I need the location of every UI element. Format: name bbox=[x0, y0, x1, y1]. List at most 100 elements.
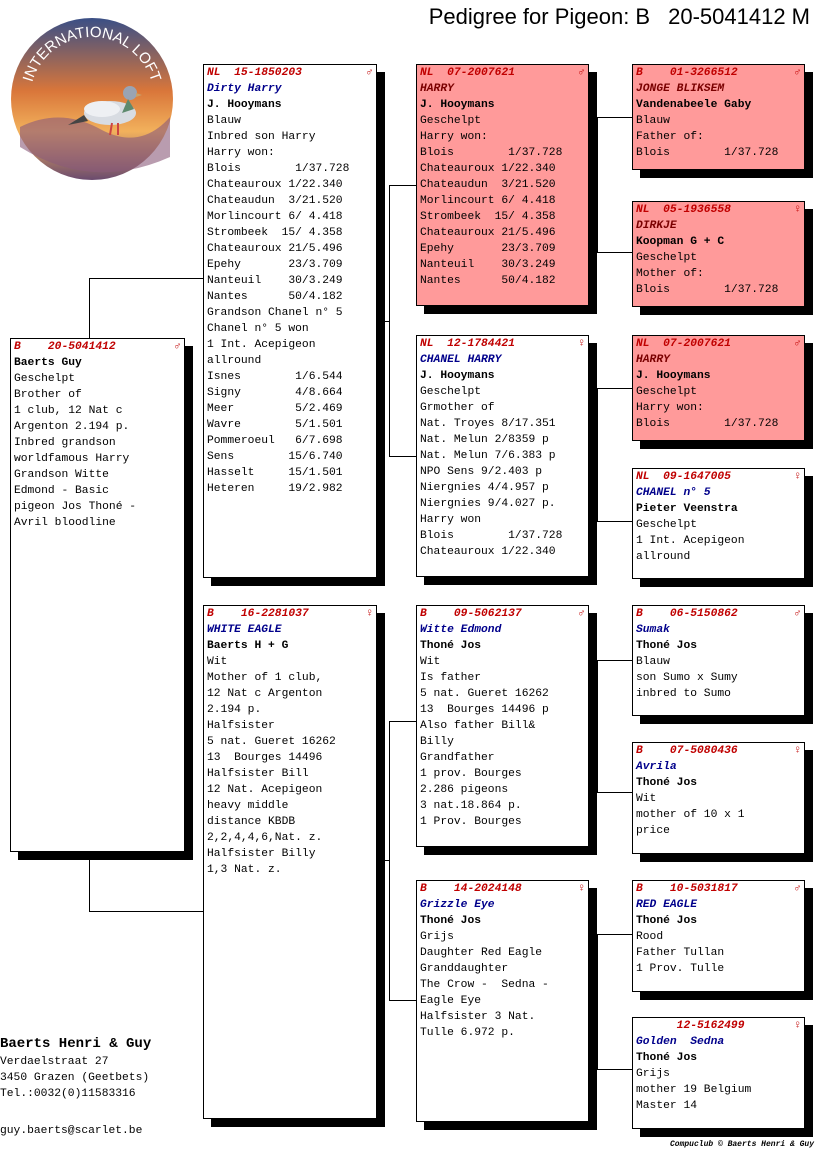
info-line: Blois 1/37.728 bbox=[636, 147, 779, 159]
info-line: Nantes 50/4.182 bbox=[207, 291, 343, 303]
info-line: 12 Nat. Acepigeon bbox=[207, 784, 323, 796]
info-line: Brother of bbox=[14, 389, 82, 401]
info-line: 1,3 Nat. z. bbox=[207, 864, 282, 876]
owner-name: Thoné Jos bbox=[420, 915, 482, 927]
connector-sire-mid bbox=[376, 321, 390, 322]
info-line: Halfsister 3 Nat. bbox=[420, 1011, 536, 1023]
male-icon: ♂ bbox=[794, 338, 801, 350]
info-line: allround bbox=[636, 551, 691, 563]
info-line: Grandson Witte bbox=[14, 469, 109, 481]
info-line: pigeon Jos Thoné - bbox=[14, 501, 137, 513]
info-line: Grmother of bbox=[420, 402, 495, 414]
pigeon-card-ddd[interactable]: 12-5162499 ♀ Golden Sedna Thoné Jos Grijs mot… bbox=[632, 1017, 805, 1129]
info-line: Argenton 2.194 p. bbox=[14, 421, 130, 433]
owner-name: J. Hooymans bbox=[420, 370, 495, 382]
pigeon-name: Dirty Harry bbox=[207, 83, 282, 95]
info-line: 1 prov. Bourges bbox=[420, 768, 522, 780]
info-line: Chateaudun 3/21.520 bbox=[207, 195, 343, 207]
info-line: Geschelpt bbox=[420, 386, 482, 398]
owner-name: Pieter Veenstra bbox=[636, 503, 738, 515]
info-line: Morlincourt 6/ 4.418 bbox=[420, 195, 556, 207]
owner-name: Thoné Jos bbox=[636, 1052, 698, 1064]
info-line: Geschelpt bbox=[420, 115, 482, 127]
info-line: Grijs bbox=[636, 1068, 670, 1080]
info-line: Harry won: bbox=[207, 147, 275, 159]
pigeon-card-ds[interactable]: B 09-5062137 ♂ Witte Edmond Thoné Jos Wit Is … bbox=[416, 605, 589, 847]
info-line: Harry won: bbox=[420, 131, 488, 143]
info-line: Nanteuil 30/3.249 bbox=[207, 275, 343, 287]
pigeon-name: Avrila bbox=[636, 761, 677, 773]
info-line: Billy bbox=[420, 736, 454, 748]
owner-name: Koopman G + C bbox=[636, 236, 725, 248]
info-line: Harry won bbox=[420, 514, 482, 526]
pigeon-card-dsd[interactable]: B 07-5080436 ♀ Avrila Thoné Jos Wit mother of… bbox=[632, 742, 805, 854]
male-icon: ♂ bbox=[578, 608, 585, 620]
title-label: Pedigree for Pigeon: B bbox=[428, 4, 651, 29]
info-line: Morlincourt 6/ 4.418 bbox=[207, 211, 343, 223]
info-line: Wavre 5/1.501 bbox=[207, 419, 343, 431]
connector-ss bbox=[597, 117, 633, 253]
pigeon-card-sire[interactable]: NL 15-1850203 ♂ Dirty Harry J. Hooymans Blau… bbox=[203, 64, 377, 578]
info-line: Geschelpt bbox=[14, 373, 76, 385]
ring-number: NL 09-1647005 bbox=[636, 471, 731, 483]
info-line: Grandfather bbox=[420, 752, 495, 764]
pigeon-name: CHANEL HARRY bbox=[420, 354, 502, 366]
pigeon-card-sdd[interactable]: NL 09-1647005 ♀ CHANEL n° 5 Pieter Veenstra… bbox=[632, 468, 805, 579]
pigeon-card-sss[interactable]: B 01-3266512 ♂ JONGE BLIKSEM Vandenabeele G… bbox=[632, 64, 805, 170]
ring-number: NL 15-1850203 bbox=[207, 67, 302, 79]
pigeon-card-ss[interactable]: NL 07-2007621 ♂ HARRY J. Hooymans Geschelpt H… bbox=[416, 64, 589, 306]
pigeon-card-dam[interactable]: B 16-2281037 ♀ WHITE EAGLE Baerts H + G Wit M… bbox=[203, 605, 377, 1119]
info-line: 1 Prov. Tulle bbox=[636, 963, 725, 975]
male-icon: ♂ bbox=[794, 883, 801, 895]
connector-sd-mid bbox=[588, 455, 598, 456]
info-line: Grandson Chanel n° 5 bbox=[207, 307, 343, 319]
info-line: heavy middle bbox=[207, 800, 289, 812]
pigeon-name: WHITE EAGLE bbox=[207, 624, 282, 636]
female-icon: ♀ bbox=[794, 1020, 801, 1032]
info-line: NPO Sens 9/2.403 p bbox=[420, 466, 543, 478]
info-line: Blauw bbox=[207, 115, 241, 127]
connector-dd bbox=[597, 934, 633, 1070]
info-line: Blois 1/37.728 bbox=[420, 530, 563, 542]
info-line: Chateauroux 21/5.496 bbox=[207, 243, 343, 255]
connector-ds bbox=[597, 660, 633, 793]
info-line: Nantes 50/4.182 bbox=[420, 275, 556, 287]
pigeon-card-sd[interactable]: NL 12-1784421 ♀ CHANEL HARRY J. Hooymans Ges… bbox=[416, 335, 589, 577]
pigeon-name: HARRY bbox=[636, 354, 670, 366]
ring-number: 12-5162499 bbox=[636, 1020, 745, 1032]
info-line: Halfsister bbox=[207, 720, 275, 732]
connector-dam-mid bbox=[376, 860, 390, 861]
breeder-email[interactable]: guy.baerts@scarlet.be bbox=[0, 1125, 143, 1137]
ring-header: B 16-2281037 ♀ bbox=[207, 606, 373, 622]
pigeon-card-dd[interactable]: B 14-2024148 ♀ Grizzle Eye Thoné Jos Grijs Da… bbox=[416, 880, 589, 1122]
pigeon-name: Sumak bbox=[636, 624, 670, 636]
info-line: Pommeroeul 6/7.698 bbox=[207, 435, 343, 447]
male-icon: ♂ bbox=[174, 341, 181, 353]
pigeon-card-subject[interactable]: B 20-5041412 ♂ Baerts Guy Geschelpt Brother … bbox=[10, 338, 185, 852]
info-line: Chateauroux 1/22.340 bbox=[420, 163, 556, 175]
pigeon-card-dss[interactable]: B 06-5150862 ♂ Sumak Thoné Jos Blauw son Sumo… bbox=[632, 605, 805, 716]
info-line: Halfsister Billy bbox=[207, 848, 316, 860]
info-line: 1 Int. Acepigeon bbox=[636, 535, 745, 547]
info-line: 13 Bourges 14496 bbox=[207, 752, 323, 764]
ring-header: B 01-3266512 ♂ bbox=[636, 65, 801, 81]
info-line: The Crow - Sedna - bbox=[420, 979, 549, 991]
pigeon-name: RED EAGLE bbox=[636, 899, 698, 911]
pigeon-card-dds[interactable]: B 10-5031817 ♂ RED EAGLE Thoné Jos Rood Fathe… bbox=[632, 880, 805, 992]
pigeon-card-ssd[interactable]: NL 05-1936558 ♀ DIRKJE Koopman G + C Geschel… bbox=[632, 201, 805, 307]
ring-header: NL 05-1936558 ♀ bbox=[636, 202, 801, 218]
info-line: Nat. Melun 7/6.383 p bbox=[420, 450, 556, 462]
info-line: Halfsister Bill bbox=[207, 768, 309, 780]
connector-ds-mid bbox=[588, 726, 598, 727]
pigeon-name: DIRKJE bbox=[636, 220, 677, 232]
info-line: son Sumo x Sumy bbox=[636, 672, 738, 684]
info-line: Mother of 1 club, bbox=[207, 672, 323, 684]
info-line: Epehy 23/3.709 bbox=[420, 243, 556, 255]
info-line: 2,2,4,4,6,Nat. z. bbox=[207, 832, 323, 844]
female-icon: ♀ bbox=[794, 204, 801, 216]
info-line: 3 nat.18.864 p. bbox=[420, 800, 522, 812]
male-icon: ♂ bbox=[366, 67, 373, 79]
pigeon-card-sds[interactable]: NL 07-2007621 ♂ HARRY J. Hooymans Geschelpt H… bbox=[632, 335, 805, 441]
info-line: Rood bbox=[636, 931, 664, 943]
info-line: Blois 1/37.728 bbox=[636, 418, 779, 430]
